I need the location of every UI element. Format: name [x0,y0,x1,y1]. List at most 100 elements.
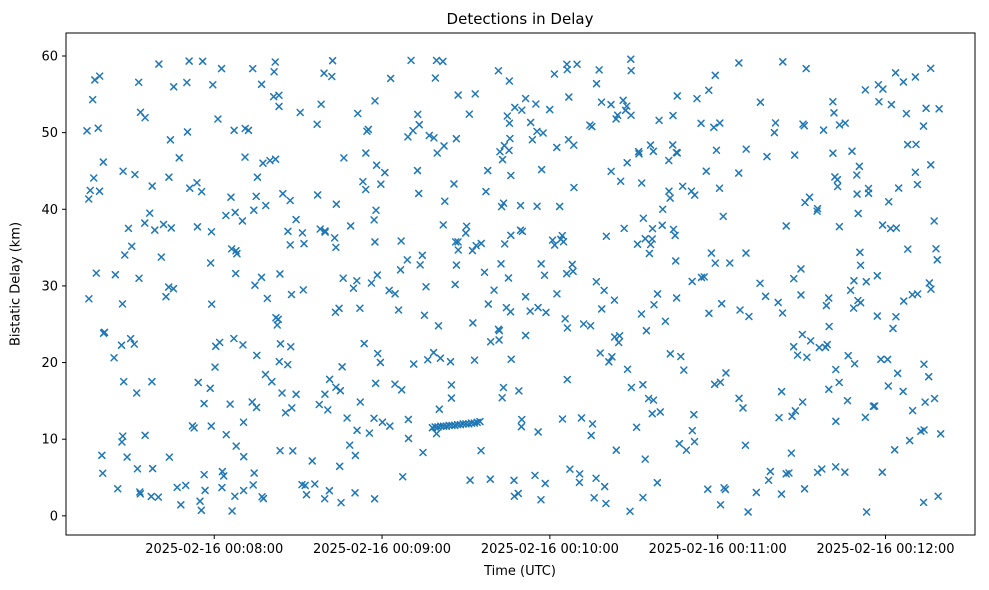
detection-marker [511,103,519,112]
detection-marker [658,221,666,230]
detection-marker [373,349,382,358]
detection-marker [798,398,807,406]
detection-marker [590,493,598,502]
detection-marker [614,338,623,347]
detection-marker [879,85,887,93]
detection-marker [190,424,198,432]
detection-marker [289,447,297,455]
detection-marker [276,446,284,455]
detection-marker [472,241,480,250]
detection-marker [655,116,663,125]
x-tick-label: 2025-02-16 00:10:00 [481,542,619,557]
detection-marker [615,331,624,340]
detection-marker [436,354,445,362]
detection-marker [119,432,127,440]
detection-marker [211,363,219,371]
detection-marker [830,109,838,117]
detection-marker [528,135,537,144]
detection-marker [431,74,440,82]
detection-marker [562,269,571,278]
detection-marker [466,476,474,484]
detection-marker [440,142,448,150]
detection-marker [853,190,861,198]
scatter-points [83,55,945,516]
detection-marker [766,467,775,476]
detection-marker [889,324,897,333]
detection-marker [565,93,573,101]
detection-marker [627,66,635,75]
detection-marker [575,478,584,487]
detection-marker [325,486,334,495]
detection-marker [862,508,871,516]
detection-marker [413,166,422,175]
detection-marker [99,158,108,166]
x-axis-label: Time (UTC) [484,564,556,579]
y-tick-label: 50 [41,126,58,141]
detection-marker [819,126,828,134]
detection-marker [904,245,912,253]
detection-marker [365,429,374,437]
detection-marker [200,470,208,479]
detection-marker [232,442,240,450]
detection-marker [579,320,588,328]
detection-marker [761,292,770,301]
detection-marker [902,109,911,118]
detection-marker [517,422,526,431]
detection-marker [764,476,773,485]
detection-marker [441,197,449,205]
detection-marker [883,355,892,364]
detection-marker [131,170,139,179]
detection-marker [486,475,495,483]
detection-marker [639,380,647,389]
detection-marker [454,238,462,246]
detection-marker [821,343,830,352]
detection-marker [404,434,413,443]
detection-marker [353,426,361,435]
detection-marker [557,235,565,244]
detection-marker [98,451,106,460]
detection-marker [597,98,606,106]
detection-marker [926,64,935,73]
detection-marker [462,222,471,230]
detection-marker [117,341,126,349]
detection-marker [328,72,336,81]
detection-marker [588,420,597,428]
detection-marker [469,319,477,327]
detection-marker [927,285,935,293]
detection-marker [494,325,503,334]
detection-marker [899,78,908,86]
detection-marker [658,205,667,214]
detection-marker [665,156,673,165]
detection-marker [445,421,453,430]
detection-marker [822,301,831,310]
detection-marker [394,306,403,314]
detection-marker [193,223,202,231]
detection-marker [377,180,385,188]
detection-marker [432,429,441,438]
detection-marker [726,259,734,267]
detection-marker [687,187,696,195]
detection-marker [507,171,515,180]
detection-marker [932,245,940,253]
detection-marker [854,209,862,218]
detection-marker [531,471,539,480]
detection-marker [672,148,681,157]
detection-marker [634,147,643,156]
detection-marker [785,469,793,477]
detection-marker [505,119,514,127]
detection-marker [850,360,859,368]
detection-marker [666,194,674,202]
detection-marker [356,304,364,312]
detection-marker [707,249,716,257]
detection-marker [99,329,108,337]
detection-marker [500,240,509,248]
detection-marker [564,135,573,144]
detection-marker [435,405,444,413]
detection-marker [563,60,571,69]
detection-marker [209,81,217,89]
detection-marker [516,226,525,234]
detection-marker [241,124,249,133]
detection-marker [870,402,879,410]
detection-marker [353,277,361,285]
detection-marker [592,474,600,482]
